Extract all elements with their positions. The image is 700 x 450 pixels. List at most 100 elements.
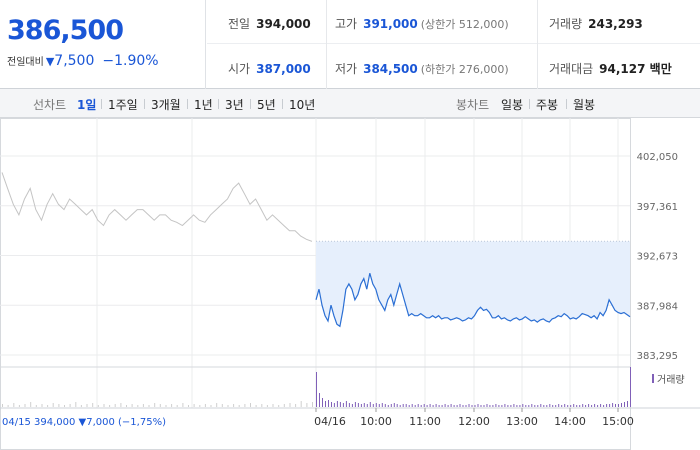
volume-bar [444, 404, 446, 407]
stat-label: 거래량 [549, 17, 583, 31]
tab-1d[interactable]: 1일 [77, 98, 97, 112]
volume-bar [480, 405, 482, 407]
volume-bar [390, 404, 392, 407]
x-tick-label: 13:00 [506, 415, 538, 428]
stat-label: 저가 [335, 62, 358, 76]
prev-day-price-line [1, 172, 313, 242]
volume-bar [354, 402, 356, 407]
volume-bar [456, 405, 458, 407]
volume-bar [193, 404, 195, 407]
volume-bar [375, 403, 377, 407]
volume-bar [278, 405, 280, 407]
volume-bar [408, 405, 410, 407]
quote-header: 386,500 전일대비 ▼7,500 −1.90% 전일 394,000 고가 391… [0, 0, 700, 89]
volume-bar [441, 405, 443, 407]
volume-bar [283, 404, 285, 407]
volume-bar [210, 405, 212, 407]
stat-value: 384,500 [363, 62, 418, 76]
stats-row: 시가 387,000 저가 384,500 (하한가 276,000) 거래대금 94,… [207, 45, 700, 89]
stat-low: 저가 384,500 (하한가 276,000) [335, 60, 509, 77]
volume-bar [504, 404, 506, 407]
tab-weekly[interactable]: 주봉 [536, 98, 559, 112]
divider [537, 0, 538, 89]
volume-bar [492, 405, 494, 407]
x-tick-label: 14:00 [554, 415, 586, 428]
volume-bar [384, 404, 386, 407]
volume-bar [522, 404, 524, 407]
volume-bar [357, 403, 359, 407]
volume-bar [558, 404, 560, 407]
volume-bar [429, 404, 431, 407]
volume-bar [351, 404, 353, 407]
volume-bar [555, 405, 557, 407]
volume-bar [266, 405, 268, 407]
volume-bar [612, 403, 614, 407]
volume-bar [342, 403, 344, 407]
volume-bar [244, 404, 246, 407]
volume-bar [519, 405, 521, 407]
divider [566, 99, 567, 109]
volume-bar [402, 404, 404, 407]
volume-bar [199, 405, 201, 407]
volume-bar [570, 405, 572, 407]
volume-bar [300, 401, 302, 407]
volume-bar [295, 404, 297, 407]
volume-bar [498, 405, 500, 407]
stat-label: 거래대금 [549, 62, 594, 76]
volume-bar [216, 403, 218, 407]
volume-bar [348, 403, 350, 407]
volume-bar [549, 404, 551, 407]
volume-bar [366, 404, 368, 407]
tab-5y[interactable]: 5년 [257, 98, 276, 112]
tab-1w[interactable]: 1주일 [108, 98, 138, 112]
volume-bar [69, 404, 71, 407]
volume-bar [221, 404, 223, 407]
volume-bar [120, 403, 122, 407]
y-tick-label: 383,295 [637, 351, 678, 362]
volume-bar [426, 405, 428, 407]
volume-bar [405, 404, 407, 407]
stat-prev-close: 전일 394,000 [228, 15, 311, 32]
volume-bar [339, 402, 341, 407]
volume-bar [552, 405, 554, 407]
volume-bar [233, 404, 235, 407]
volume-bar [154, 403, 156, 407]
volume-bar [64, 405, 65, 407]
volume-bar [477, 404, 479, 407]
volume-bar [238, 405, 240, 407]
volume-bar [227, 405, 229, 407]
candle-chart-label: 봉차트 [456, 98, 490, 112]
volume-bar [462, 405, 464, 407]
volume-bar [435, 404, 437, 407]
stats-table: 전일 394,000 고가 391,000 (상한가 512,000) 거래량 243,… [207, 0, 700, 89]
volume-bar [369, 402, 371, 407]
volume-bar [24, 404, 26, 407]
tab-10y[interactable]: 10년 [289, 98, 316, 112]
volume-bar [432, 405, 434, 407]
x-tick-label: 11:00 [409, 415, 441, 428]
tab-3y[interactable]: 3년 [225, 98, 244, 112]
y-tick-label: 402,050 [637, 152, 678, 163]
stat-amount: 거래대금 94,127 백만 [549, 60, 672, 77]
tab-daily[interactable]: 일봉 [501, 98, 524, 112]
x-tick-label: 12:00 [458, 415, 490, 428]
volume-bar [316, 372, 317, 407]
volume-bar [126, 405, 127, 407]
volume-bar [588, 404, 590, 407]
volume-bar [35, 405, 37, 407]
stat-note: (하한가 276,000) [420, 63, 509, 76]
volume-bar [261, 404, 263, 407]
stat-value: 394,000 [256, 17, 311, 31]
volume-bar [606, 404, 608, 407]
tab-3m[interactable]: 3개월 [151, 98, 181, 112]
volume-bar [255, 405, 257, 407]
tab-monthly[interactable]: 월봉 [573, 98, 596, 112]
stat-value: 391,000 [363, 17, 418, 31]
tab-1y[interactable]: 1년 [194, 98, 213, 112]
volume-bar [438, 405, 440, 407]
volume-bar [18, 405, 20, 407]
volume-legend-label: 거래량 [657, 374, 685, 386]
volume-bar [171, 404, 173, 407]
volume-bar [363, 403, 365, 407]
volume-bar [345, 401, 347, 407]
